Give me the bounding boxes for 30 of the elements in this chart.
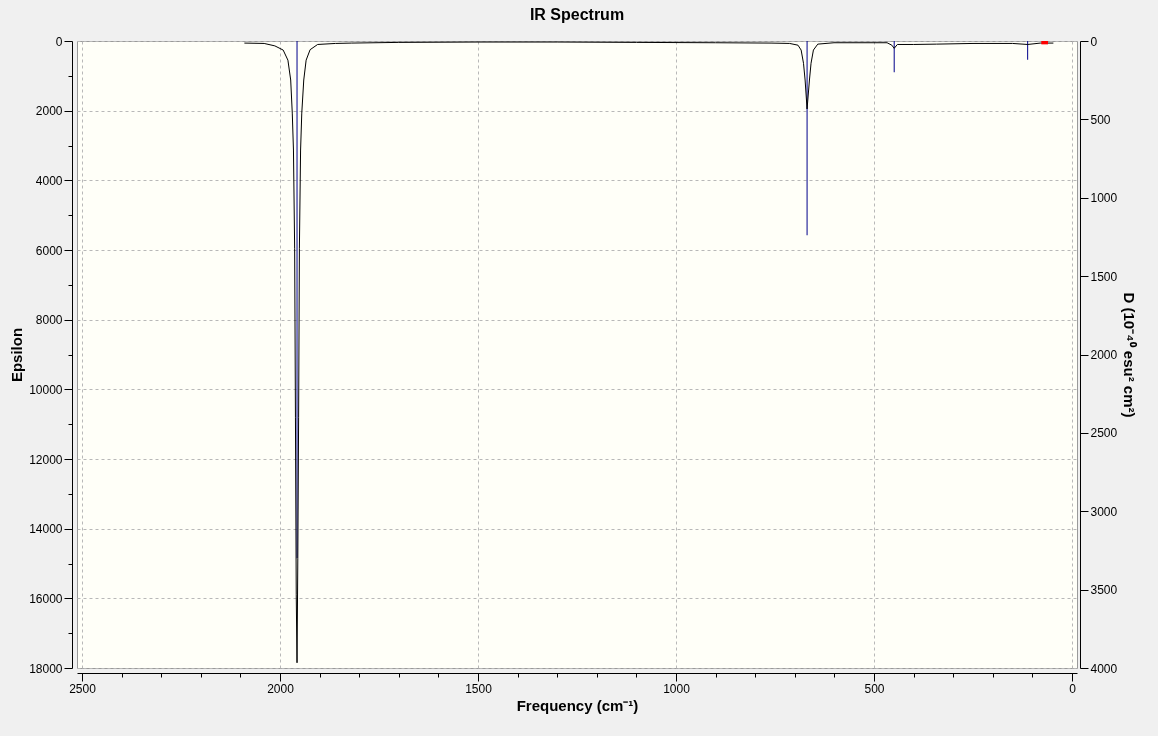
y-tick-label: 4000 [35, 173, 63, 188]
y-tick-label: 12000 [29, 452, 63, 467]
y2-tick-label: 500 [1090, 112, 1111, 127]
y-axis-title: Epsilon [8, 327, 26, 383]
y2-tick-label: 3000 [1090, 504, 1118, 519]
y-tick-label: 6000 [35, 243, 63, 258]
x-tick-label: 500 [864, 681, 885, 696]
y-tick-label: 14000 [29, 522, 63, 537]
y-tick-label: 0 [55, 34, 63, 49]
y-tick-label: 8000 [35, 313, 63, 328]
y2-tick-label: 2000 [1090, 348, 1118, 362]
x-axis-title: Frequency (cm⁻¹) [516, 696, 639, 714]
line-series [243, 41, 1054, 664]
y2-axis-title: D (10⁻⁴⁰ esu² cm²) [1121, 292, 1139, 418]
x-tick-label: 2500 [69, 681, 97, 696]
y2-tick-label: 3500 [1090, 583, 1118, 598]
y-tick-label: 18000 [29, 661, 63, 676]
y2-tick-label: 1500 [1090, 269, 1118, 284]
y-tick-label: 10000 [29, 382, 63, 397]
y-tick-label: 16000 [29, 591, 63, 606]
x-tick-label: 1000 [663, 681, 691, 696]
y-tick-label: 2000 [35, 104, 63, 119]
y2-tick-label: 4000 [1090, 661, 1118, 676]
y2-tick-label: 1000 [1090, 191, 1118, 206]
chart-title: IR Spectrum [529, 6, 625, 23]
x-tick-label: 2000 [267, 681, 295, 696]
x-tick-label: 0 [1069, 681, 1077, 696]
y2-tick-label: 2500 [1090, 426, 1118, 441]
x-tick-label: 1500 [465, 681, 493, 696]
y2-tick-label: 0 [1090, 34, 1098, 49]
